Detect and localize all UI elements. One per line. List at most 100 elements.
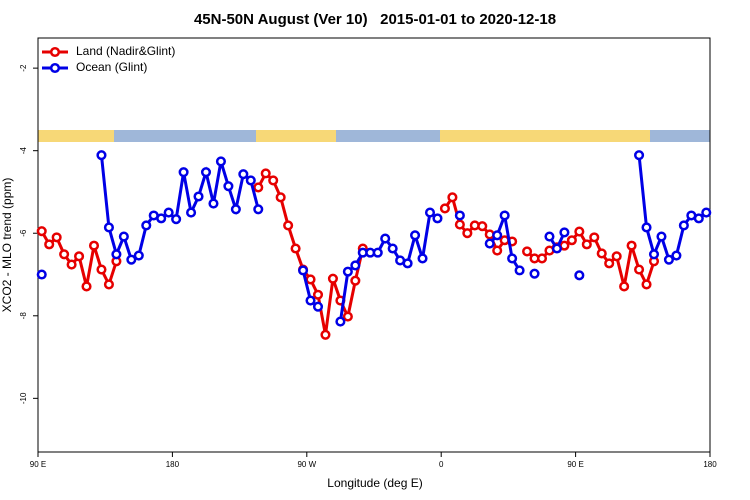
- data-point: [88, 240, 100, 251]
- data-point: [178, 167, 189, 178]
- chart-title: 45N-50N August (Ver 10) 2015-01-01 to 20…: [194, 11, 556, 28]
- x-tick-label: 0: [439, 460, 444, 469]
- data-point: [656, 231, 667, 242]
- data-point: [186, 207, 197, 218]
- data-point: [320, 329, 331, 340]
- data-point: [230, 204, 241, 215]
- data-point: [253, 204, 264, 215]
- data-point: [462, 228, 473, 239]
- data-point: [447, 192, 458, 203]
- data-point: [111, 249, 122, 260]
- data-point: [163, 207, 174, 218]
- x-axis-label: Longitude (deg E): [327, 476, 422, 490]
- data-point: [171, 214, 182, 225]
- data-point: [96, 264, 107, 275]
- x-tick-label: 180: [166, 460, 180, 469]
- data-point: [454, 210, 465, 221]
- data-point: [253, 182, 264, 193]
- data-point: [514, 265, 525, 276]
- series-line: [637, 155, 708, 262]
- data-point: [193, 191, 204, 202]
- data-point: [36, 269, 47, 280]
- data-point: [678, 220, 689, 231]
- data-point: [312, 301, 324, 312]
- data-point: [238, 169, 249, 180]
- y-tick-label: -8: [19, 312, 28, 320]
- data-point: [693, 213, 704, 224]
- data-point: [260, 168, 271, 179]
- data-point: [126, 254, 137, 265]
- data-point: [103, 279, 114, 290]
- data-point: [275, 192, 286, 203]
- data-point: [544, 231, 555, 242]
- y-tick-label: -4: [19, 147, 28, 155]
- data-point: [432, 213, 443, 224]
- plot-frame: [37, 37, 711, 453]
- data-point: [574, 270, 585, 281]
- data-point: [133, 250, 144, 261]
- data-point: [507, 253, 518, 264]
- data-point: [410, 230, 421, 241]
- data-point: [499, 210, 510, 221]
- data-point: [380, 233, 391, 244]
- data-point: [312, 289, 324, 300]
- data-point: [327, 273, 338, 284]
- series-line: [256, 170, 365, 336]
- data-point: [36, 226, 47, 237]
- data-point: [454, 219, 465, 230]
- data-point: [305, 274, 316, 285]
- data-point: [305, 295, 316, 306]
- data-point: [477, 221, 488, 232]
- data-point: [51, 232, 62, 243]
- x-tick-label: 90 E: [30, 460, 46, 469]
- data-point: [492, 230, 503, 241]
- data-point: [648, 249, 660, 260]
- data-point: [641, 222, 652, 233]
- data-point: [342, 311, 353, 322]
- data-point: [634, 150, 645, 161]
- data-point: [484, 238, 495, 249]
- data-point: [268, 175, 279, 186]
- legend-marker: [49, 62, 61, 74]
- data-point: [604, 258, 615, 269]
- data-point: [424, 207, 436, 218]
- data-point: [574, 226, 585, 237]
- data-point: [492, 245, 503, 256]
- data-point: [641, 279, 652, 290]
- data-point: [283, 220, 294, 231]
- legend-label: Ocean (Glint): [76, 60, 147, 74]
- y-tick-label: -2: [19, 64, 28, 72]
- data-point: [298, 265, 309, 276]
- data-point: [372, 247, 383, 258]
- data-point: [619, 281, 630, 292]
- data-point: [215, 156, 226, 167]
- data-point: [522, 246, 533, 257]
- data-point: [290, 243, 301, 254]
- data-point: [581, 239, 592, 250]
- data-point: [701, 207, 712, 218]
- data-point: [245, 175, 256, 186]
- x-tick-label: 90 E: [567, 460, 583, 469]
- series-line: [99, 155, 260, 262]
- data-point: [671, 250, 682, 261]
- legend: Land (Nadir&Glint) Ocean (Glint): [42, 44, 175, 74]
- data-point: [74, 251, 85, 262]
- data-point: [96, 150, 107, 161]
- data-point: [536, 253, 548, 264]
- y-tick-label: -10: [19, 392, 28, 404]
- data-point: [566, 235, 577, 246]
- data-point: [551, 243, 562, 254]
- y-tick-label: -6: [19, 229, 28, 237]
- data-point: [350, 275, 361, 286]
- x-tick-label: 90 W: [297, 460, 316, 469]
- data-point: [342, 266, 353, 277]
- x-tick-label: 180: [703, 460, 717, 469]
- data-point: [223, 181, 234, 192]
- data-point: [626, 240, 637, 251]
- data-point: [335, 316, 346, 327]
- data-point: [103, 222, 114, 233]
- data-point: [156, 213, 167, 224]
- data-point: [387, 243, 398, 254]
- data-point: [200, 167, 212, 178]
